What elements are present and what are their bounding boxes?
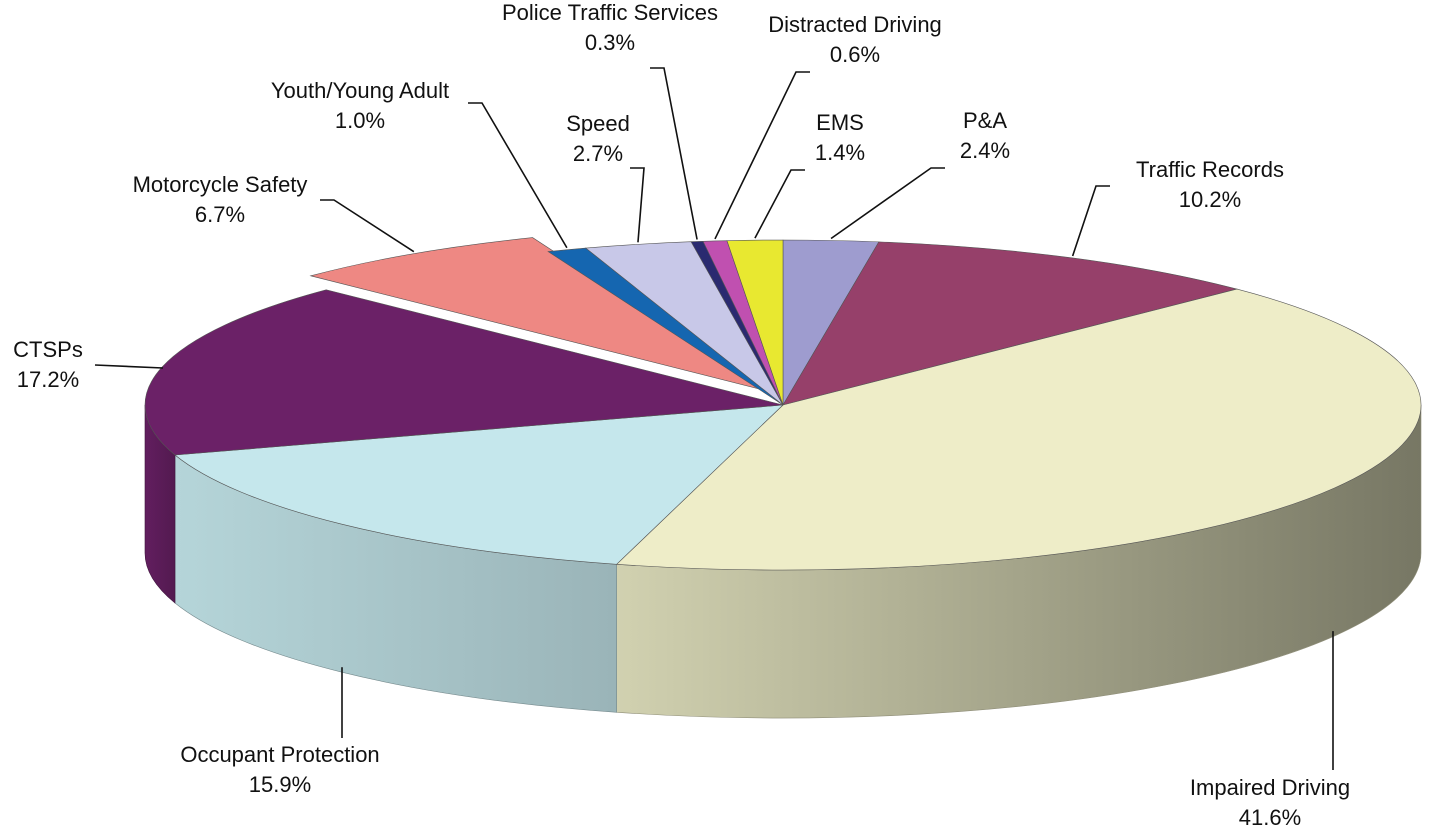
slice-label: Occupant Protection (180, 742, 379, 767)
pie-slice (782, 241, 1239, 406)
slice-value-label: 0.6% (830, 42, 880, 67)
leader-line (754, 169, 805, 239)
slice-label: Motorcycle Safety (133, 172, 308, 197)
slice-value-label: 10.2% (1179, 187, 1241, 212)
leader-line (1071, 185, 1110, 257)
slice-value-label: 1.4% (815, 140, 865, 165)
slice-value-label: 1.0% (335, 108, 385, 133)
slice-value-label: 6.7% (195, 202, 245, 227)
pie-slice (144, 289, 784, 456)
pie-slice (309, 237, 768, 392)
slice-label: Youth/Young Adult (271, 78, 449, 103)
slice-value-label: 15.9% (249, 772, 311, 797)
slice-value-label: 2.4% (960, 138, 1010, 163)
leader-line (320, 199, 415, 253)
slice-label: Distracted Driving (768, 12, 942, 37)
slice-label: Traffic Records (1136, 157, 1284, 182)
slice-label: P&A (963, 108, 1007, 133)
slice-label: Speed (566, 111, 630, 136)
pie-slice (615, 288, 1422, 571)
leader-line (630, 167, 645, 243)
slice-label: Impaired Driving (1190, 775, 1350, 800)
leader-line (468, 102, 568, 249)
slice-value-label: 0.3% (585, 30, 635, 55)
slice-value-label: 17.2% (17, 367, 79, 392)
slice-label: EMS (816, 110, 864, 135)
slice-label: Police Traffic Services (502, 0, 718, 25)
slice-value-label: 41.6% (1239, 805, 1301, 830)
leader-line (650, 67, 698, 240)
slice-value-label: 2.7% (573, 141, 623, 166)
leader-line (830, 167, 945, 240)
pie-slice (726, 239, 784, 406)
slice-label: CTSPs (13, 337, 83, 362)
leader-line (94, 364, 164, 369)
pie-slice (174, 404, 784, 565)
leader-line (714, 71, 810, 240)
